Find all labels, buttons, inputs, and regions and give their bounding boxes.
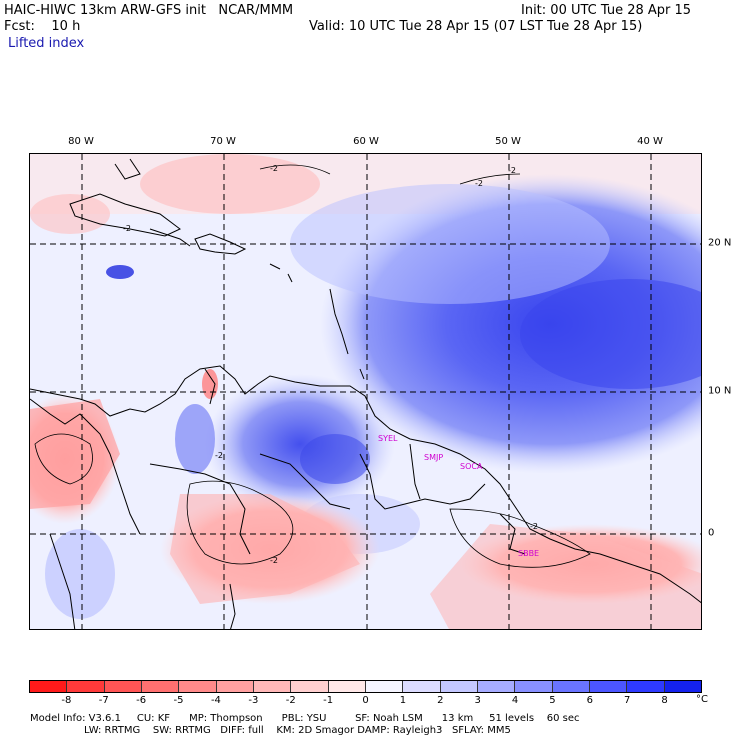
lat-label-10n: 10 N	[708, 385, 732, 397]
colorbar-swatch	[552, 681, 590, 692]
colorbar-tick-label: -7	[98, 695, 109, 706]
lon-label-60w: 60 W	[353, 136, 379, 147]
colorbar-tick-label: -2	[285, 695, 296, 706]
model-info-line2: LW: RRTMG SW: RRTMG DIFF: full KM: 2D Sm…	[30, 725, 511, 736]
model-info-line1: Model Info: V3.6.1 CU: KF MP: Thompson P…	[30, 713, 580, 724]
contour-label: -2	[475, 179, 483, 188]
colorbar-tick-label: 6	[586, 695, 594, 706]
lon-label-40w: 40 W	[637, 136, 663, 147]
init-time: Init: 00 UTC Tue 28 Apr 15	[521, 3, 692, 18]
colorbar-tick-label: 7	[624, 695, 631, 706]
field-name: Lifted index	[8, 36, 85, 51]
colorbar-tick-label: -3	[248, 695, 259, 706]
contour-label: -2	[270, 556, 278, 565]
map-canvas	[30, 154, 701, 629]
contour-lines	[34, 164, 591, 568]
colorbar-swatch	[291, 681, 329, 692]
colorbar-tick-label: 1	[399, 695, 407, 706]
colorbar-tick-label: -5	[173, 695, 184, 706]
colorbar-tick-label: -1	[323, 695, 334, 706]
lifted-index-map[interactable]: -2 -2 -2 -2 -2 -2 -2 SYEL SMJP SOCA SBBE	[29, 153, 702, 630]
colorbar-swatch	[328, 681, 366, 692]
colorbar-swatch	[589, 681, 628, 692]
map-title: HAIC-HIWC 13km ARW-GFS init NCAR/MMM	[4, 3, 294, 18]
colorbar-tick-label: 3	[474, 695, 481, 706]
colorbar-tick-label: 8	[661, 695, 668, 706]
lat-label-20n: 20 N	[708, 237, 732, 249]
lon-label-70w: 70 W	[210, 136, 236, 147]
lon-label-50w: 50 W	[495, 136, 521, 147]
coastlines	[30, 158, 701, 629]
colorbar-swatch	[477, 681, 516, 692]
valid-time: Valid: 10 UTC Tue 28 Apr 15 (07 LST Tue …	[309, 19, 643, 34]
colorbar-tick-label: 2	[437, 695, 444, 706]
colorbar-swatch	[216, 681, 254, 692]
contour-label: -2	[530, 522, 538, 531]
colorbar-swatch	[67, 681, 105, 692]
colorbar-swatch	[253, 681, 292, 692]
station-syel: SYEL	[378, 434, 398, 443]
graticule	[30, 154, 701, 629]
lon-label-80w: 80 W	[68, 136, 94, 147]
contour-label: -2	[508, 166, 516, 175]
colorbar-tick-label: -8	[61, 695, 72, 706]
station-soca: SOCA	[460, 462, 483, 471]
colorbar-swatch	[515, 681, 553, 692]
station-sbbe: SBBE	[518, 549, 540, 558]
colorbar-swatch	[30, 681, 68, 692]
lat-label-equator: 0	[708, 527, 715, 539]
colorbar-tick-label: 0	[362, 695, 369, 706]
colorbar-tick-label: -4	[210, 695, 221, 706]
colorbar-swatch	[104, 681, 142, 692]
colorbar-tick-label: -6	[136, 695, 147, 706]
colorbar-swatch	[664, 681, 701, 692]
contour-label: -2	[215, 451, 223, 460]
colorbar-swatch	[440, 681, 478, 692]
colorbar-swatch	[365, 681, 404, 692]
colorbar-swatch	[141, 681, 180, 692]
colorbar	[29, 680, 702, 693]
contour-label: -2	[123, 224, 131, 233]
colorbar-swatch	[403, 681, 441, 692]
contour-label: -2	[270, 164, 278, 173]
colorbar-unit: °C	[696, 694, 708, 705]
forecast-hour: Fcst: 10 h	[4, 19, 81, 34]
station-smjp: SMJP	[424, 453, 444, 462]
colorbar-swatch	[627, 681, 665, 692]
colorbar-tick-label: 4	[511, 695, 519, 706]
colorbar-tick-label: 5	[549, 695, 556, 706]
colorbar-swatch	[179, 681, 217, 692]
